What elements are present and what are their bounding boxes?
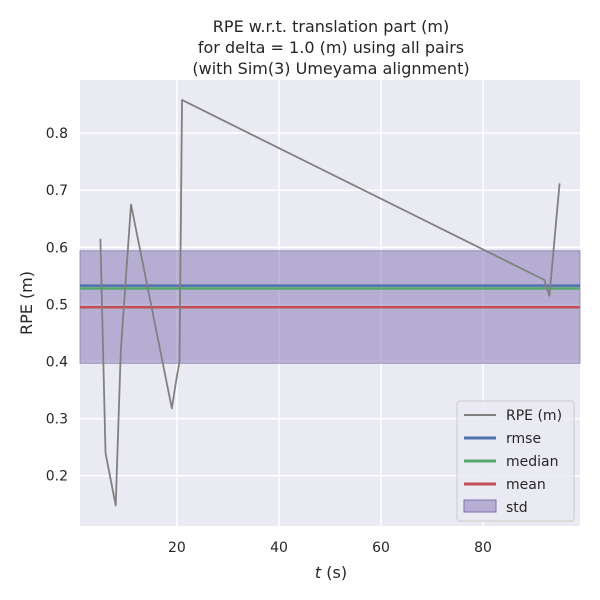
y-tick-label: 0.8: [46, 126, 68, 142]
y-tick-label: 0.7: [46, 183, 68, 199]
x-tick-label: 80: [474, 540, 492, 556]
chart-title-line-2: for delta = 1.0 (m) using all pairs: [198, 38, 464, 57]
y-axis-label: RPE (m): [17, 271, 36, 335]
legend-swatch-std: [463, 499, 497, 513]
legend-label-rpe: RPE (m): [506, 408, 562, 424]
x-tick-label: 60: [372, 540, 390, 556]
stat-lines-layer: [80, 284, 580, 309]
y-tick-label: 0.4: [46, 355, 68, 371]
chart-title-line-3: (with Sim(3) Umeyama alignment): [192, 59, 469, 78]
legend-label-std: std: [506, 500, 528, 516]
legend: RPE (m) rmse median mean std: [456, 400, 575, 522]
y-tick-label: 0.2: [46, 469, 68, 485]
y-tick-label: 0.5: [46, 297, 68, 313]
x-axis-label: t (s): [315, 563, 347, 582]
legend-box: [456, 400, 575, 522]
legend-label-mean: mean: [506, 477, 546, 493]
series-layer: [99, 99, 561, 507]
chart-title-line-1: RPE w.r.t. translation part (m): [213, 17, 449, 36]
x-tick-label: 40: [270, 540, 288, 556]
tick-labels: 20 40 60 80 0.2 0.3 0.4 0.5 0.6 0.7 0.8: [46, 126, 492, 556]
legend-label-rmse: rmse: [506, 431, 541, 447]
y-tick-label: 0.6: [46, 240, 68, 256]
y-tick-label: 0.3: [46, 412, 68, 428]
rpe-series-line: [99, 99, 561, 507]
x-tick-label: 20: [168, 540, 186, 556]
legend-label-median: median: [506, 454, 558, 470]
